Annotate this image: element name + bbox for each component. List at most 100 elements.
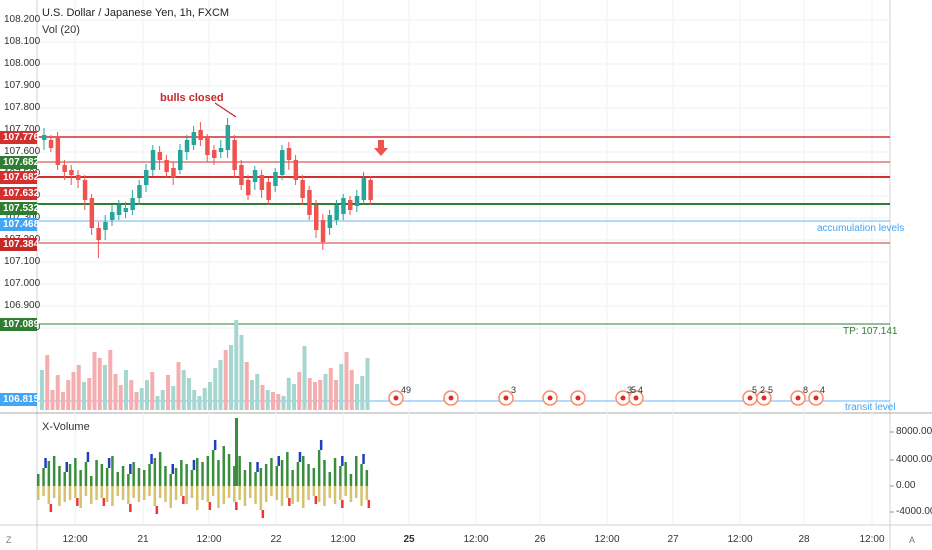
event-dot xyxy=(795,395,801,401)
xvolume-buy-bar xyxy=(302,456,305,486)
price-tag[interactable]: 107.682 xyxy=(0,156,39,169)
candle xyxy=(361,178,367,200)
event-count-badge[interactable]: 49 xyxy=(401,385,412,395)
price-axis-label: 107.100 xyxy=(4,256,41,267)
xvolume-sell-bar xyxy=(100,486,104,498)
xvolume-sell-bar xyxy=(222,486,225,504)
event-count-badge[interactable]: 8 xyxy=(803,385,809,395)
xvolume-buy-bar xyxy=(227,454,231,486)
candle xyxy=(225,125,231,150)
time-axis-label: 25 xyxy=(403,534,415,545)
xvolume-buy-bar xyxy=(360,464,363,486)
price-tag[interactable]: 107.776 xyxy=(0,131,39,144)
xvolume-sell-bar xyxy=(302,486,305,508)
price-tag[interactable]: 107.682 xyxy=(0,171,39,184)
volume-bar xyxy=(61,392,65,410)
volume-bar xyxy=(66,380,71,410)
xvolume-peak-bar xyxy=(341,456,344,466)
event-count-badge[interactable]: 5 xyxy=(631,385,637,395)
candle xyxy=(116,205,122,215)
volume-bar xyxy=(171,386,176,410)
price-tag[interactable]: 106.815 xyxy=(0,393,39,406)
xvolume-buy-bar xyxy=(249,462,252,486)
xvolume-sell-bar xyxy=(275,486,278,500)
xvolume-buy-bar xyxy=(235,418,238,486)
time-axis-label: 21 xyxy=(137,534,149,545)
price-tag[interactable]: 107.384 xyxy=(0,238,39,251)
xvolume-buy-bar xyxy=(238,456,241,486)
xvolume-buy-bar xyxy=(365,470,369,486)
event-dot xyxy=(575,395,581,401)
candle xyxy=(184,140,190,152)
price-tag[interactable]: 107.468 xyxy=(0,218,39,231)
xvolume-buy-bar xyxy=(148,464,151,486)
xvolume-sell-bar xyxy=(270,486,273,496)
volume-bar xyxy=(108,350,113,410)
xvolume-sell-bar xyxy=(201,486,204,500)
xvolume-sell-bar xyxy=(217,486,220,508)
time-axis-label: 12:00 xyxy=(594,534,620,545)
xvolume-sell-bar xyxy=(158,486,162,498)
candle xyxy=(42,135,47,140)
xvolume-buy-bar xyxy=(42,468,45,486)
time-axis-label: 27 xyxy=(667,534,679,545)
price-tag[interactable]: 107.532 xyxy=(0,202,39,215)
event-count-badge[interactable]: 5 xyxy=(768,385,774,395)
volume-indicator-label[interactable]: Vol (20) xyxy=(42,24,80,36)
volume-bar xyxy=(197,396,202,410)
xvolume-buy-bar xyxy=(153,458,157,486)
price-axis-label: 108.000 xyxy=(4,58,41,69)
zoom-reset-button[interactable]: Z xyxy=(6,535,12,545)
event-count-badge[interactable]: 2 xyxy=(760,385,766,395)
volume-bar xyxy=(276,394,281,410)
xvolume-buy-bar xyxy=(84,462,88,486)
xvolume-buy-bar xyxy=(137,468,141,486)
volume-bar xyxy=(82,382,86,410)
xvolume-buy-bar xyxy=(211,450,215,486)
candle xyxy=(62,165,67,172)
volume-bar xyxy=(45,355,50,410)
candle xyxy=(341,198,346,214)
xvolume-sell-bar xyxy=(344,486,347,496)
candle xyxy=(164,160,169,172)
xvolume-sell-bar xyxy=(286,486,289,498)
xvolume-buy-bar xyxy=(58,466,61,486)
volume-bar xyxy=(97,358,102,410)
xvolume-buy-bar xyxy=(217,460,220,486)
event-count-badge[interactable]: 3 xyxy=(627,385,633,395)
xvolume-peak-sell-bar xyxy=(288,498,291,506)
volume-bar xyxy=(292,384,296,410)
xvolume-buy-bar xyxy=(317,450,321,486)
xvolume-peak-bar xyxy=(213,440,217,450)
volume-bar xyxy=(166,375,170,410)
event-count-badge[interactable]: 3 xyxy=(511,385,517,395)
time-axis-label: 26 xyxy=(534,534,546,545)
candle xyxy=(293,160,299,180)
xvolume-buy-bar xyxy=(121,466,125,486)
xvolume-sell-bar xyxy=(74,486,77,498)
xvolume-sell-bar xyxy=(312,486,316,496)
price-tag[interactable]: 107.632 xyxy=(0,187,39,200)
xvolume-peak-sell-bar xyxy=(49,504,53,512)
event-count-badge[interactable]: 4 xyxy=(820,385,826,395)
candle xyxy=(130,198,135,210)
candle xyxy=(157,152,163,160)
volume-bar xyxy=(160,390,165,410)
price-tag[interactable]: 107.089 xyxy=(0,318,39,331)
candle xyxy=(212,150,217,158)
event-count-badge[interactable]: 4 xyxy=(638,385,644,395)
xvolume-peak-sell-bar xyxy=(76,498,79,506)
xvolume-buy-bar xyxy=(355,456,358,486)
xvolume-sell-bar xyxy=(121,486,125,500)
auto-scale-button[interactable]: A xyxy=(909,535,916,545)
volume-bar xyxy=(40,370,44,410)
price-axis-label: 108.100 xyxy=(4,36,41,47)
xvolume-indicator-label[interactable]: X-Volume xyxy=(42,421,90,433)
price-axis-label: 107.700 xyxy=(4,124,41,135)
event-dot xyxy=(393,395,399,401)
candle xyxy=(96,228,101,240)
price-axis-label: 107.600 xyxy=(4,146,41,157)
xvolume-buy-bar xyxy=(185,464,188,486)
event-count-badge[interactable]: 5 xyxy=(752,385,758,395)
